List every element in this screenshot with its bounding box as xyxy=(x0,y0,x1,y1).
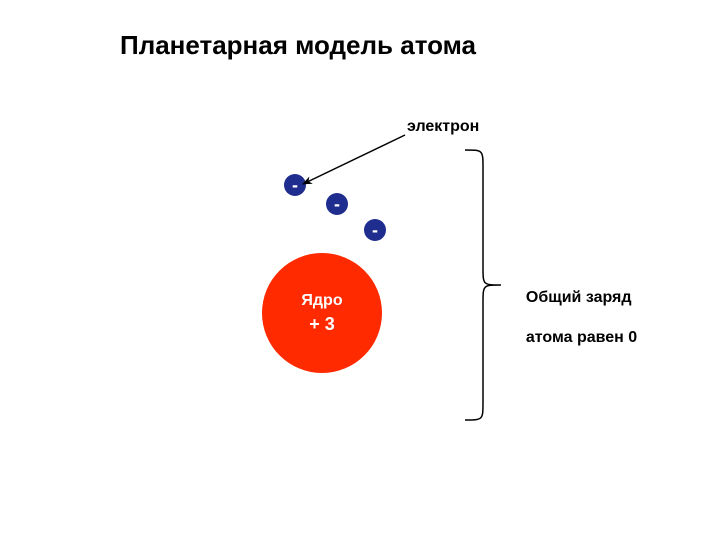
electron-label: электрон xyxy=(407,118,479,136)
nucleus: Ядро + 3 xyxy=(262,253,382,373)
charge-note-line2: атома равен 0 xyxy=(526,329,637,346)
electron-arrow xyxy=(303,135,405,184)
electron-3: - xyxy=(364,219,386,241)
total-charge-note: Общий заряд атома равен 0 xyxy=(517,268,637,348)
nucleus-label: Ядро xyxy=(301,292,342,310)
nucleus-charge: + 3 xyxy=(309,314,335,335)
electron-symbol: - xyxy=(292,176,298,194)
electron-symbol: - xyxy=(334,195,340,213)
electron-symbol: - xyxy=(372,221,378,239)
electron-1: - xyxy=(284,174,306,196)
diagram-title: Планетарная модель атома xyxy=(120,30,476,61)
charge-note-line1: Общий заряд xyxy=(526,289,632,306)
electron-2: - xyxy=(326,193,348,215)
curly-brace xyxy=(465,150,501,420)
